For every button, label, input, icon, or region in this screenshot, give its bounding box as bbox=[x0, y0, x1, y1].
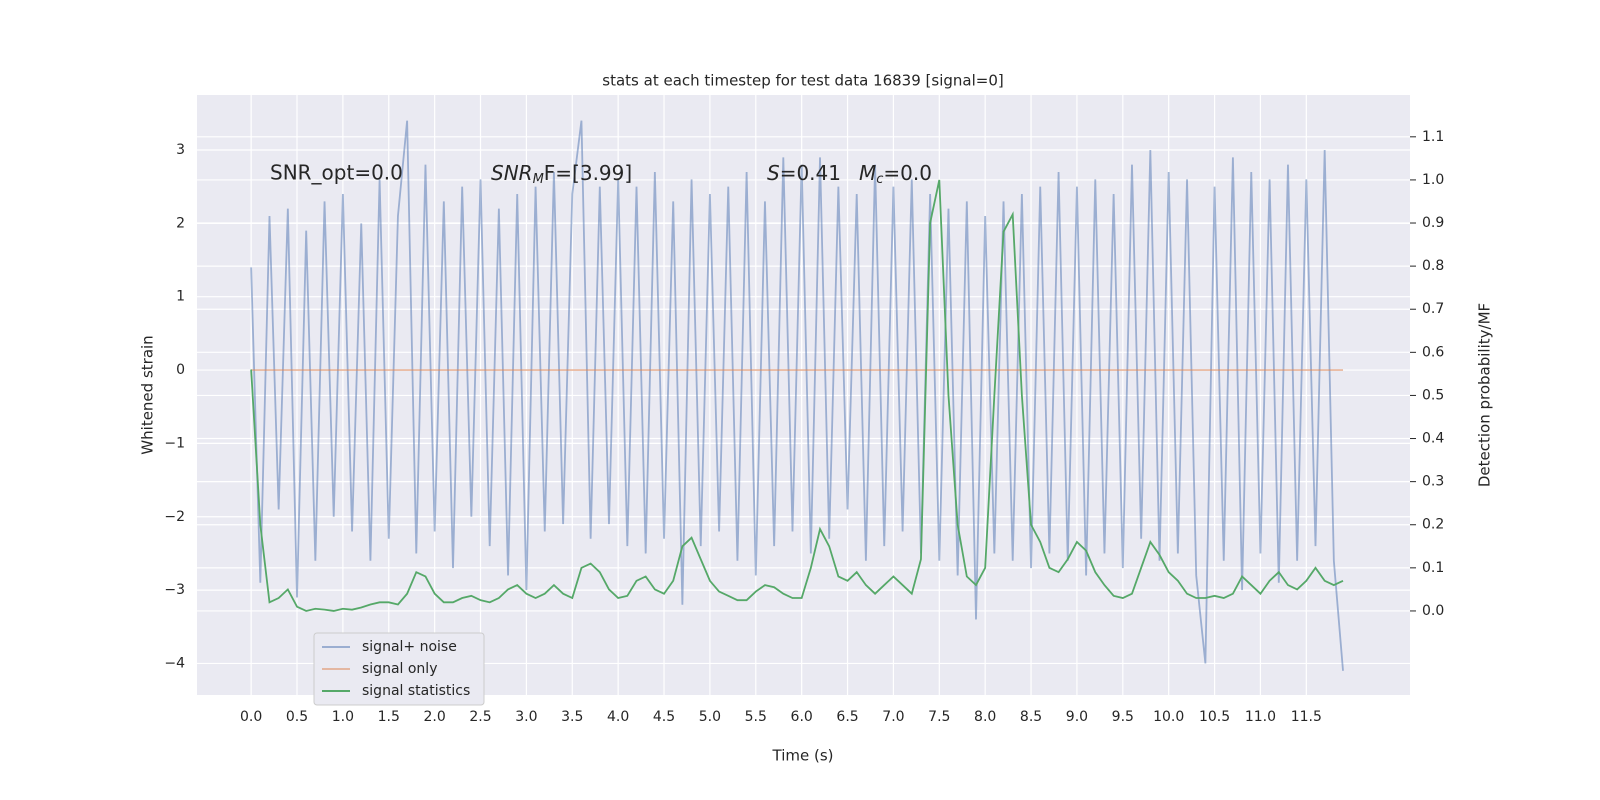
annotation: SNR_opt=0.0 bbox=[270, 161, 403, 185]
x-tick-label: 5.0 bbox=[699, 709, 721, 725]
y2-tick-label: 0.4 bbox=[1422, 431, 1444, 447]
y2-tick-label: 0.2 bbox=[1422, 517, 1444, 533]
annotation: SNRMF=[3.99] bbox=[491, 161, 632, 187]
annotation-part: F=[3.99] bbox=[544, 161, 632, 185]
chart-title: stats at each timestep for test data 168… bbox=[602, 72, 1003, 90]
x-tick-label: 8.5 bbox=[1020, 709, 1042, 725]
marks bbox=[250, 120, 1344, 671]
x-tick-label: 0.0 bbox=[240, 709, 262, 725]
legend-box bbox=[313, 632, 485, 706]
x-tick-label: 4.5 bbox=[653, 709, 675, 725]
x-tick-label: 6.5 bbox=[836, 709, 858, 725]
series-line bbox=[250, 120, 1344, 671]
y2-tick-label: 0.3 bbox=[1422, 474, 1444, 490]
annotation: S=0.41 Mc=0.0 bbox=[767, 161, 932, 187]
x-tick-label: 4.0 bbox=[607, 709, 629, 725]
annotation-part: M bbox=[533, 172, 544, 187]
labels: 0.0 0.5 1.0 1.5 2.0 2.5 3.0 3.5 4.0 4.5 5.0 5.5 6.0 6… bbox=[164, 129, 1444, 725]
y-tick-label: 3 bbox=[176, 142, 185, 158]
annotation-part: M bbox=[859, 161, 876, 185]
x-tick-label: 10.0 bbox=[1153, 709, 1184, 725]
x-tick-label: 9.0 bbox=[1066, 709, 1088, 725]
x-tick-label: 8.0 bbox=[974, 709, 996, 725]
x-tick-label: 1.5 bbox=[378, 709, 400, 725]
x-tick-label: 5.5 bbox=[745, 709, 767, 725]
annotation-part: =0.41 bbox=[780, 161, 841, 185]
x-tick-label: 2.0 bbox=[424, 709, 446, 725]
y-tick-label: −2 bbox=[164, 509, 185, 525]
y2-tick-label: 0.7 bbox=[1422, 301, 1444, 317]
x-tick-label: 6.0 bbox=[791, 709, 813, 725]
legend-label: signal+ noise bbox=[362, 639, 457, 655]
y2-tick-label: 0.8 bbox=[1422, 258, 1444, 274]
y2-tick-label: 0.6 bbox=[1422, 344, 1444, 360]
x-tick-label: 2.5 bbox=[469, 709, 491, 725]
y-tick-label: −4 bbox=[164, 655, 185, 671]
x-tick-label: 9.5 bbox=[1112, 709, 1134, 725]
x-tick-label: 11.5 bbox=[1291, 709, 1322, 725]
annotation-part: =0.0 bbox=[883, 161, 932, 185]
y-tick-label: −1 bbox=[164, 435, 185, 451]
y2-tick-label: 1.1 bbox=[1422, 129, 1444, 145]
y-axis-label: Whitened strain bbox=[139, 335, 157, 454]
legend: signal+ noise signal only signal statistic… bbox=[313, 632, 485, 706]
annotation-part: S bbox=[767, 161, 780, 185]
x-tick-label: 1.0 bbox=[332, 709, 354, 725]
legend-label: signal statistics bbox=[362, 683, 470, 699]
series-line bbox=[250, 179, 1344, 612]
y-tick-label: 2 bbox=[176, 215, 185, 231]
y2-tick-label: 0.1 bbox=[1422, 560, 1444, 576]
y2-tick-label: 0.0 bbox=[1422, 603, 1444, 619]
y-tick-label: 1 bbox=[176, 289, 185, 305]
x-tick-label: 7.5 bbox=[928, 709, 950, 725]
annotation-part: c bbox=[876, 172, 883, 187]
x-axis-label: Time (s) bbox=[772, 747, 834, 765]
legend-label: signal only bbox=[362, 661, 437, 677]
y2-tick-label: 0.9 bbox=[1422, 215, 1444, 231]
x-tick-label: 3.0 bbox=[515, 709, 537, 725]
y2-axis-label: Detection probability/MF bbox=[1476, 303, 1494, 487]
x-tick-label: 3.5 bbox=[561, 709, 583, 725]
y2-tick-label: 1.0 bbox=[1422, 172, 1444, 188]
x-tick-label: 7.0 bbox=[882, 709, 904, 725]
x-tick-label: 11.0 bbox=[1245, 709, 1276, 725]
y2-tick-label: 0.5 bbox=[1422, 387, 1444, 403]
y-tick-label: 0 bbox=[176, 362, 185, 378]
x-tick-label: 0.5 bbox=[286, 709, 308, 725]
annotation-part: SNR bbox=[491, 161, 533, 185]
y-tick-label: −3 bbox=[164, 582, 185, 598]
x-tick-label: 10.5 bbox=[1199, 709, 1230, 725]
